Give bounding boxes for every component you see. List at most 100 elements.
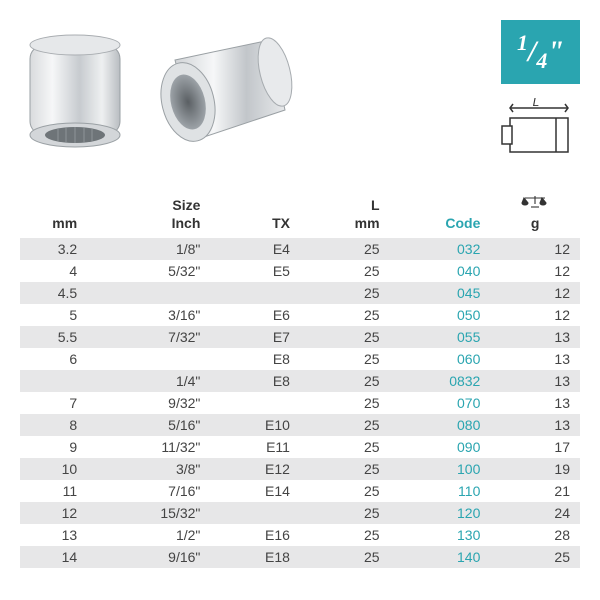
table-row: 79/32"2507013 (20, 392, 580, 414)
header-size: Size Inch (87, 188, 210, 238)
cell-tx (210, 282, 300, 304)
cell-size: 3/16" (87, 304, 210, 326)
cell-g: 13 (490, 392, 580, 414)
cell-size: 7/32" (87, 326, 210, 348)
table-row: 103/8"E122510019 (20, 458, 580, 480)
cell-code: 110 (390, 480, 491, 502)
cell-g: 13 (490, 370, 580, 392)
cell-mm: 8 (20, 414, 87, 436)
cell-tx: E5 (210, 260, 300, 282)
cell-lmm: 25 (300, 370, 390, 392)
cell-code: 070 (390, 392, 491, 414)
table-row: 53/16"E62505012 (20, 304, 580, 326)
cell-tx: E11 (210, 436, 300, 458)
cell-tx: E18 (210, 546, 300, 568)
cell-mm: 7 (20, 392, 87, 414)
cell-tx: E16 (210, 524, 300, 546)
cell-tx: E12 (210, 458, 300, 480)
cell-code: 060 (390, 348, 491, 370)
cell-g: 21 (490, 480, 580, 502)
badge-quote: " (547, 35, 564, 68)
cell-mm: 4.5 (20, 282, 87, 304)
cell-tx: E10 (210, 414, 300, 436)
header-weight: g (490, 188, 580, 238)
cell-size: 15/32" (87, 502, 210, 524)
cell-mm: 3.2 (20, 238, 87, 260)
table-row: 911/32"E112509017 (20, 436, 580, 458)
socket-image-front (20, 25, 130, 158)
cell-mm: 13 (20, 524, 87, 546)
drive-size-badge: 1/4" (501, 20, 580, 84)
cell-g: 13 (490, 326, 580, 348)
table-header-row: mm Size Inch TX L mm Code (20, 188, 580, 238)
cell-code: 045 (390, 282, 491, 304)
cell-lmm: 25 (300, 392, 390, 414)
cell-lmm: 25 (300, 238, 390, 260)
cell-lmm: 25 (300, 260, 390, 282)
cell-lmm: 25 (300, 304, 390, 326)
table-row: 1215/32" 2512024 (20, 502, 580, 524)
cell-tx: E14 (210, 480, 300, 502)
table-row: 6E82506013 (20, 348, 580, 370)
product-images (20, 20, 300, 163)
header-tx: TX (210, 188, 300, 238)
spec-table: mm Size Inch TX L mm Code (20, 188, 580, 568)
cell-g: 13 (490, 414, 580, 436)
cell-size (87, 348, 210, 370)
cell-code: 130 (390, 524, 491, 546)
table-row: 4.52504512 (20, 282, 580, 304)
cell-lmm: 25 (300, 436, 390, 458)
cell-tx: E8 (210, 370, 300, 392)
cell-g: 25 (490, 546, 580, 568)
cell-code: 050 (390, 304, 491, 326)
cell-mm: 9 (20, 436, 87, 458)
cell-g: 19 (490, 458, 580, 480)
cell-g: 12 (490, 260, 580, 282)
table-row: 131/2"E162513028 (20, 524, 580, 546)
cell-lmm: 25 (300, 502, 390, 524)
cell-tx (210, 392, 300, 414)
cell-lmm: 25 (300, 458, 390, 480)
cell-tx (210, 502, 300, 524)
dimension-diagram: L (490, 98, 580, 163)
header-code: Code (390, 188, 491, 238)
cell-mm: 12 (20, 502, 87, 524)
cell-g: 17 (490, 436, 580, 458)
table-row: 3.21/8"E42503212 (20, 238, 580, 260)
cell-mm: 4 (20, 260, 87, 282)
cell-g: 28 (490, 524, 580, 546)
weight-scale-icon (521, 194, 549, 215)
cell-size: 1/4" (87, 370, 210, 392)
table-row: 5.57/32"E72505513 (20, 326, 580, 348)
cell-code: 100 (390, 458, 491, 480)
cell-tx: E7 (210, 326, 300, 348)
badge-denominator: 4 (536, 48, 547, 73)
cell-code: 055 (390, 326, 491, 348)
diagram-label-L: L (533, 98, 540, 109)
cell-g: 24 (490, 502, 580, 524)
header-mm: mm (20, 188, 87, 238)
cell-tx: E6 (210, 304, 300, 326)
cell-size: 11/32" (87, 436, 210, 458)
cell-code: 090 (390, 436, 491, 458)
cell-code: 140 (390, 546, 491, 568)
cell-lmm: 25 (300, 282, 390, 304)
socket-image-angled (150, 20, 300, 163)
cell-mm (20, 370, 87, 392)
table-row: 85/16"E102508013 (20, 414, 580, 436)
cell-mm: 5 (20, 304, 87, 326)
cell-g: 12 (490, 304, 580, 326)
cell-mm: 10 (20, 458, 87, 480)
table-body: 3.21/8"E4250321245/32"E525040124.5250451… (20, 238, 580, 568)
cell-code: 032 (390, 238, 491, 260)
cell-size: 5/32" (87, 260, 210, 282)
cell-code: 120 (390, 502, 491, 524)
cell-tx: E4 (210, 238, 300, 260)
cell-g: 12 (490, 238, 580, 260)
table-row: 45/32"E52504012 (20, 260, 580, 282)
cell-lmm: 25 (300, 348, 390, 370)
cell-mm: 11 (20, 480, 87, 502)
cell-mm: 14 (20, 546, 87, 568)
table-row: 117/16"E142511021 (20, 480, 580, 502)
cell-size: 3/8" (87, 458, 210, 480)
